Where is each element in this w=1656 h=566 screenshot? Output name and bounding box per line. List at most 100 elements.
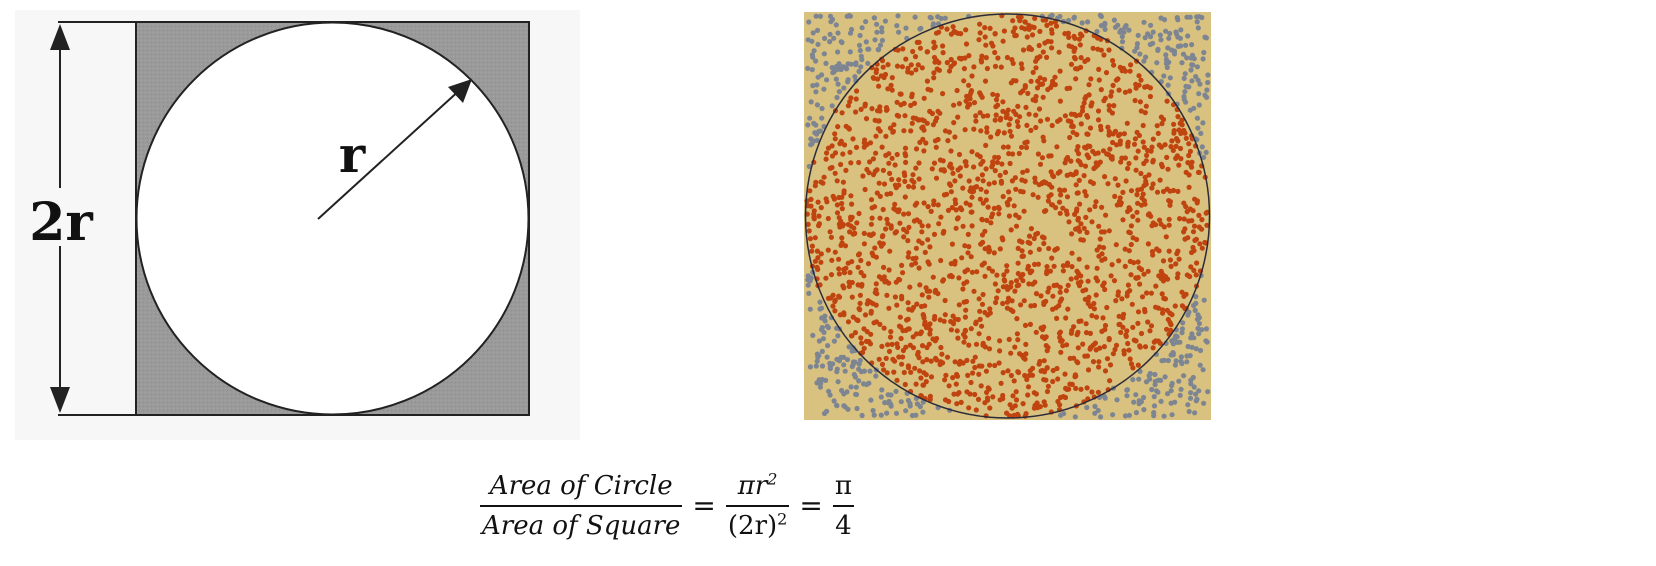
- inside-point: [966, 82, 972, 88]
- inside-point: [942, 397, 949, 403]
- outside-point: [1111, 17, 1117, 23]
- outside-point: [1147, 376, 1153, 382]
- inside-point: [1150, 136, 1156, 142]
- inside-point: [970, 358, 976, 364]
- inside-point: [1157, 340, 1163, 346]
- inside-point: [1036, 361, 1042, 367]
- inside-point: [944, 26, 950, 32]
- inside-point: [884, 191, 890, 197]
- inside-point: [953, 381, 959, 387]
- inside-point: [1127, 88, 1133, 94]
- inside-point: [1182, 236, 1188, 242]
- inside-point: [841, 285, 847, 291]
- inside-point: [1147, 93, 1153, 100]
- inside-point: [875, 118, 881, 124]
- inside-point: [841, 270, 848, 276]
- inside-point: [1128, 188, 1135, 194]
- outside-point: [871, 412, 877, 418]
- inside-point: [977, 308, 983, 314]
- outside-point: [1203, 35, 1209, 41]
- inside-point: [905, 300, 911, 306]
- inside-point: [955, 167, 961, 173]
- outside-point: [1196, 102, 1202, 108]
- two-r-text: (2r): [727, 511, 778, 541]
- outside-point: [1136, 376, 1142, 382]
- outside-point: [835, 333, 841, 339]
- inside-point: [924, 357, 930, 363]
- inside-point: [919, 223, 925, 229]
- inside-point: [1045, 198, 1051, 204]
- inside-point: [1145, 319, 1151, 325]
- inside-point: [902, 113, 908, 119]
- outside-point: [814, 82, 820, 88]
- inside-point: [1197, 241, 1203, 247]
- outside-point: [808, 99, 814, 105]
- inside-point: [941, 228, 947, 234]
- inside-point: [1015, 270, 1021, 277]
- inside-point: [1204, 209, 1210, 215]
- inside-point: [1143, 181, 1149, 187]
- inside-point: [1083, 321, 1089, 327]
- inside-point: [955, 114, 961, 120]
- inside-point: [1013, 389, 1019, 395]
- inside-point: [999, 161, 1005, 167]
- inside-point: [1163, 234, 1169, 240]
- inside-point: [855, 264, 861, 270]
- inside-point: [952, 261, 958, 267]
- inside-point: [1167, 188, 1173, 194]
- outside-point: [878, 394, 884, 400]
- inside-point: [1036, 106, 1043, 112]
- outside-point: [871, 15, 877, 21]
- equals-sign-2: =: [799, 489, 823, 522]
- inside-point: [913, 381, 919, 387]
- inside-point: [1062, 394, 1069, 401]
- inside-point: [1167, 257, 1173, 263]
- inside-point: [918, 303, 925, 310]
- outside-point: [856, 42, 863, 48]
- inside-point: [1025, 90, 1031, 96]
- inside-point: [838, 161, 844, 168]
- inside-point: [935, 291, 941, 297]
- inside-point: [944, 60, 950, 66]
- inside-point: [1202, 239, 1208, 246]
- inside-point: [1176, 162, 1182, 168]
- inside-point: [975, 176, 981, 182]
- inside-point: [1005, 368, 1011, 374]
- outside-point: [1192, 307, 1198, 313]
- outside-point: [884, 410, 890, 416]
- inside-point: [1063, 288, 1069, 294]
- outside-point: [1079, 20, 1085, 26]
- inside-point: [1143, 103, 1149, 109]
- inside-point: [1199, 226, 1205, 232]
- outside-point: [1195, 125, 1201, 131]
- inside-point: [1054, 144, 1060, 150]
- inside-point: [1010, 60, 1016, 66]
- outside-point: [942, 15, 948, 21]
- inside-point: [1082, 96, 1088, 102]
- inside-point: [911, 218, 917, 224]
- inside-point: [955, 30, 961, 36]
- inside-point: [836, 256, 842, 262]
- sample-points: [804, 12, 1211, 420]
- inside-point: [1003, 114, 1009, 121]
- inside-point: [887, 170, 893, 176]
- inside-point: [850, 136, 856, 142]
- two-r-squared-denominator: (2r)2: [725, 505, 790, 543]
- inside-point: [1138, 266, 1145, 273]
- outside-point: [1141, 394, 1147, 401]
- inside-point: [1064, 85, 1070, 92]
- inside-point: [878, 243, 884, 249]
- inside-point: [1073, 170, 1079, 176]
- outside-point: [1191, 384, 1197, 390]
- inside-point: [1148, 213, 1154, 219]
- inside-point: [968, 326, 974, 332]
- inside-point: [1085, 367, 1092, 373]
- outside-point: [1205, 72, 1211, 78]
- inside-point: [806, 228, 812, 234]
- outside-point: [1195, 77, 1201, 83]
- inside-point: [1052, 82, 1058, 88]
- inside-point: [829, 153, 836, 159]
- inside-point: [1095, 108, 1102, 114]
- inside-point: [880, 64, 886, 70]
- inside-point: [988, 214, 995, 220]
